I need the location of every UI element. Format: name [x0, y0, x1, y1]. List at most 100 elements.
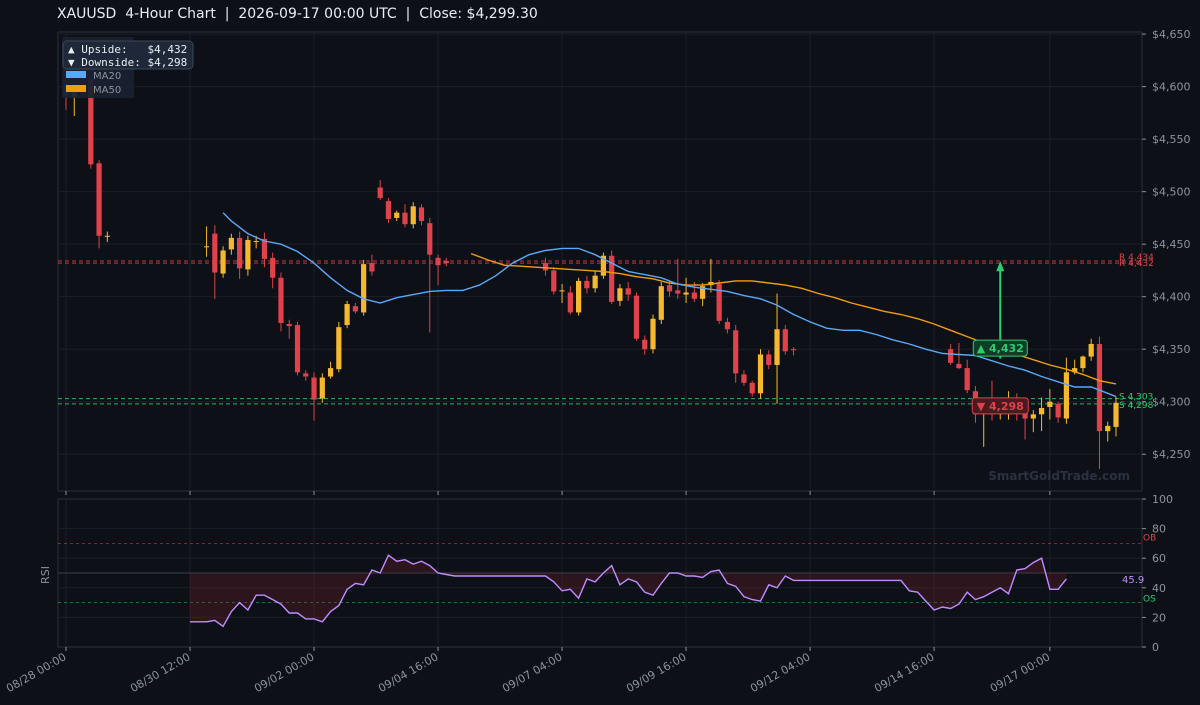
- candle-body: [724, 321, 731, 330]
- upside-arrowhead: [996, 261, 1005, 272]
- candle-body: [782, 329, 788, 352]
- candle-body: [741, 374, 747, 383]
- x-tick-label: 09/02 00:00: [252, 650, 316, 695]
- price-y-tick-label: $4,450: [1152, 238, 1191, 251]
- level-label: S 4,298: [1119, 401, 1154, 411]
- candle-body: [402, 212, 408, 225]
- candle-body: [278, 277, 284, 323]
- candle-body: [394, 212, 400, 218]
- candle-body: [766, 354, 772, 365]
- candle-body: [1088, 343, 1094, 357]
- candle-body: [617, 288, 623, 301]
- candle-body: [559, 290, 565, 292]
- downside-info: ▼ Downside: $4,298: [68, 56, 187, 69]
- candle-body: [716, 284, 722, 321]
- candle-body: [1113, 402, 1119, 427]
- gridlines: [58, 32, 1142, 647]
- candles: [63, 76, 1119, 469]
- candle-body: [410, 206, 416, 225]
- annotations: ▲ 4,432 ▼ 4,298: [971, 261, 1029, 415]
- upside-info: ▲ Upside: $4,432: [68, 43, 187, 56]
- rsi-y-tick-label: 60: [1152, 552, 1166, 565]
- rsi-y-tick-label: 80: [1152, 523, 1166, 536]
- candle-body: [427, 223, 433, 255]
- candle-body: [311, 377, 317, 400]
- downside-label: ▼ 4,298: [977, 400, 1024, 413]
- candle-body: [964, 368, 970, 391]
- watermark: SmartGoldTrade.com: [988, 469, 1130, 483]
- candle-body: [675, 290, 681, 294]
- x-tick-label: 09/12 04:00: [748, 650, 812, 695]
- candle-body: [361, 264, 367, 313]
- price-y-tick-label: $4,650: [1152, 28, 1191, 41]
- candle-body: [88, 79, 94, 165]
- candle-body: [1030, 414, 1036, 419]
- upside-label: ▲ 4,432: [977, 342, 1024, 355]
- candle-body: [1105, 425, 1111, 432]
- x-tick-label: 09/17 00:00: [988, 650, 1052, 695]
- candle-body: [600, 255, 607, 276]
- rsi-ob-label: OB: [1143, 533, 1156, 543]
- legend-ma50-swatch: [66, 85, 86, 92]
- rsi-line: [190, 554, 1067, 628]
- price-y-tick-label: $4,500: [1152, 186, 1191, 199]
- candle-body: [261, 238, 268, 259]
- rsi-axis-label: RSI: [39, 566, 52, 584]
- candle-body: [1072, 368, 1078, 373]
- candle-body: [757, 354, 764, 394]
- candle-body: [956, 363, 962, 369]
- x-tick-label: 09/14 16:00: [872, 650, 936, 695]
- candle-body: [443, 260, 449, 264]
- legend-ma20-swatch: [66, 71, 86, 78]
- candle-body: [733, 330, 739, 374]
- rsi-y-tick-label: 100: [1152, 493, 1173, 506]
- candle-body: [790, 349, 797, 351]
- candle-body: [567, 292, 573, 313]
- candle-body: [327, 368, 334, 377]
- candle-body: [584, 280, 590, 289]
- price-y-tick-label: $4,600: [1152, 81, 1191, 94]
- info-box-inner: [62, 40, 194, 70]
- candle-body: [575, 280, 582, 313]
- rsi-last-value: 45.9: [1122, 575, 1144, 586]
- price-y-tick-label: $4,350: [1152, 343, 1191, 356]
- x-tick-label: 08/28 00:00: [4, 650, 68, 695]
- legend-ma50-label: MA50: [93, 85, 121, 96]
- candle-body: [609, 255, 615, 302]
- x-tick-label: 08/30 12:00: [128, 650, 192, 695]
- candle-body: [377, 187, 383, 198]
- candle-body: [237, 237, 243, 269]
- candle-body: [344, 304, 350, 326]
- ma20-line: [222, 212, 1117, 398]
- candle-body: [1055, 403, 1061, 418]
- price-y-tick-label: $4,300: [1152, 396, 1191, 409]
- candle-body: [700, 286, 706, 299]
- candle-body: [220, 250, 226, 274]
- candle-body: [253, 241, 259, 243]
- candle-body: [203, 246, 210, 248]
- legend-ma20-label: MA20: [93, 71, 121, 82]
- rsi-y-tick-label: 0: [1152, 641, 1159, 654]
- rsi-os-label: OS: [1143, 595, 1156, 605]
- candle-body: [633, 295, 640, 339]
- level-label: S 4,303: [1119, 393, 1153, 403]
- candle-body: [749, 382, 755, 394]
- x-tick-label: 09/09 16:00: [624, 650, 688, 695]
- candle-body: [303, 373, 309, 377]
- candle-body: [336, 327, 342, 370]
- price-y-tick-label: $4,400: [1152, 291, 1191, 304]
- candle-body: [212, 233, 218, 273]
- candle-body: [369, 263, 375, 272]
- candle-body: [642, 339, 648, 350]
- candle-body: [1096, 343, 1103, 432]
- candle-body: [385, 201, 392, 219]
- candle-body: [592, 275, 598, 289]
- candle-body: [666, 285, 673, 292]
- candle-body: [1080, 356, 1086, 369]
- downside-label-box: [971, 397, 1029, 415]
- candle-body: [352, 306, 358, 312]
- candle-body: [1047, 401, 1053, 407]
- upside-label-box: [972, 339, 1028, 357]
- chart-title: XAUUSD 4-Hour Chart | 2026-09-17 00:00 U…: [57, 6, 538, 22]
